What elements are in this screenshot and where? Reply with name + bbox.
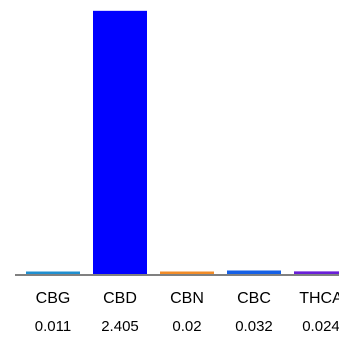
bars-group xyxy=(26,10,339,274)
value-labels-group: 0.011 2.405 0.02 0.032 0.024 xyxy=(35,318,339,335)
tick-label-cbn: CBN xyxy=(170,290,204,307)
tick-label-cbg: CBG xyxy=(36,290,71,307)
tick-label-thca: THCA xyxy=(299,290,339,307)
tick-labels-group: CBG CBD CBN CBC THCA xyxy=(36,290,339,307)
value-label-thca: 0.024 xyxy=(302,318,339,335)
value-label-cbd: 2.405 xyxy=(101,318,139,335)
value-label-cbg: 0.011 xyxy=(35,318,71,335)
bar-cbg xyxy=(26,271,80,274)
bar-cbn xyxy=(160,271,214,274)
bar-cbd xyxy=(93,10,147,274)
tick-label-cbc: CBC xyxy=(237,290,271,307)
tick-label-cbd: CBD xyxy=(103,290,137,307)
bar-thca xyxy=(294,271,339,274)
value-label-cbn: 0.02 xyxy=(172,318,201,335)
bar-cbc xyxy=(227,270,281,274)
value-label-cbc: 0.032 xyxy=(235,318,273,335)
